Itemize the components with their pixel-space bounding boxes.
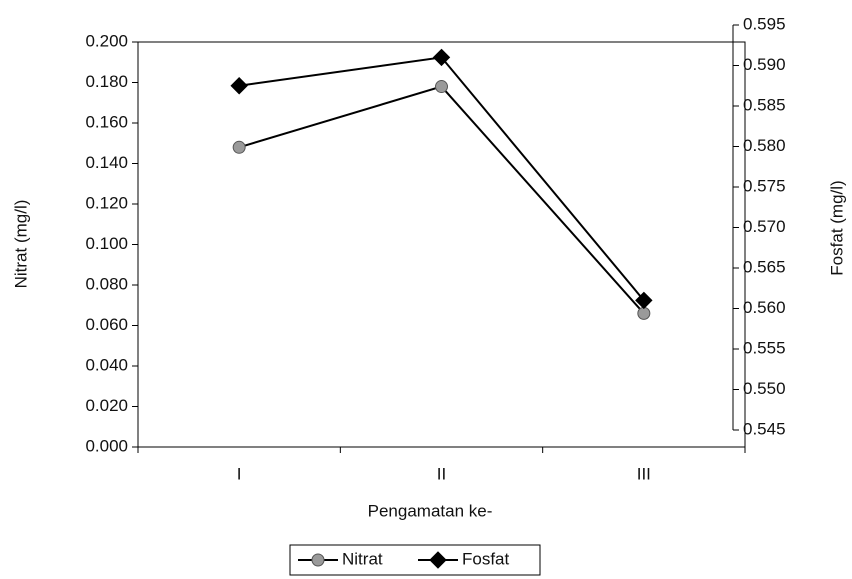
y2-axis-label: Fosfat (mg/l) [827,180,846,275]
y-axis-label: Nitrat (mg/l) [11,200,30,289]
y-tick-label: 0.140 [85,153,128,172]
plot-frame [138,41,746,447]
y-tick-label: 0.020 [85,396,128,415]
y-tick-label: 0.100 [85,234,128,253]
legend-box [289,544,541,576]
x-tick-label: II [437,464,446,483]
y2-tick-label: 0.555 [743,338,786,357]
x-tick-label: I [237,464,242,483]
y2-tick-label: 0.565 [743,257,786,276]
y-tick-label: 0.200 [85,31,128,50]
marker [637,306,651,320]
marker [232,140,246,154]
y-tick-label: 0.000 [85,436,128,455]
y2-tick-label: 0.560 [743,298,786,317]
y-tick-label: 0.040 [85,355,128,374]
y2-tick-label: 0.595 [743,14,786,33]
y2-tick-label: 0.550 [743,379,786,398]
y2-tick-label: 0.575 [743,176,786,195]
y-tick-label: 0.080 [85,274,128,293]
series-line [238,85,645,315]
marker [635,291,653,310]
legend-label: Fosfat [462,549,510,568]
marker [230,77,248,95]
x-axis-label: Pengamatan ke- [368,501,493,520]
marker [311,553,325,567]
y2-tick-label: 0.585 [743,95,786,114]
y-tick-label: 0.060 [85,315,128,334]
series-line [239,56,645,302]
y2-tick-label: 0.545 [743,419,786,438]
marker [432,48,451,67]
y2-tick-label: 0.570 [743,217,786,236]
y2-tick-label: 0.590 [743,55,786,74]
y-tick-label: 0.160 [85,112,128,131]
x-tick-label: III [637,464,651,483]
marker [435,80,448,94]
y-tick-label: 0.120 [85,193,128,212]
marker [429,551,447,569]
legend-label: Nitrat [342,549,383,568]
y-tick-label: 0.180 [85,72,128,91]
y2-tick-label: 0.580 [743,136,786,155]
